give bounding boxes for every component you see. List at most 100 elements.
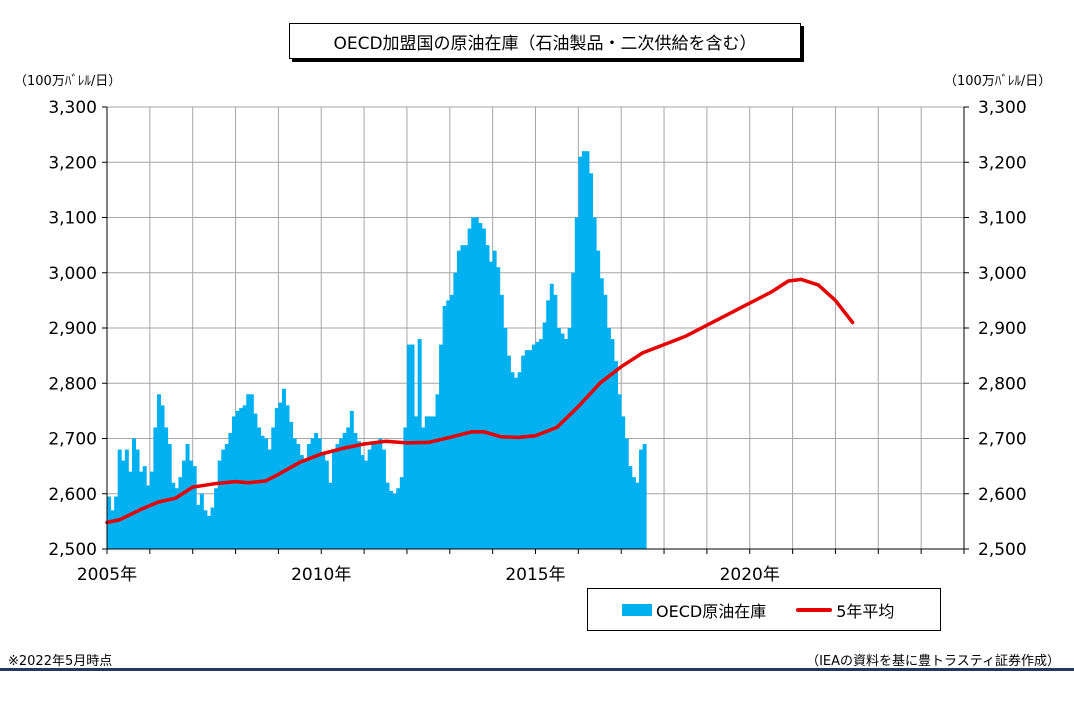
inventory-bar	[385, 482, 390, 549]
inventory-bar	[403, 427, 408, 549]
inventory-bar	[364, 460, 369, 549]
inventory-bar	[524, 350, 529, 549]
inventory-bar	[246, 394, 251, 549]
inventory-bar	[499, 294, 504, 549]
inventory-bar	[596, 250, 601, 549]
inventory-bar	[110, 510, 115, 549]
inventory-bar	[239, 408, 244, 549]
date-note: ※2022年5月時点	[8, 654, 113, 669]
inventory-bar	[460, 245, 465, 549]
inventory-bar	[531, 344, 536, 549]
inventory-bar	[256, 427, 261, 549]
axis-layer: 2,500 2,500 2,600 2,600 2,700 2,700 2,800 2,800…	[48, 98, 1026, 585]
inventory-bar	[296, 444, 301, 549]
inventory-bar	[224, 444, 229, 549]
inventory-bar	[303, 460, 308, 549]
inventory-bar	[178, 477, 183, 549]
inventory-bar	[474, 217, 479, 549]
inventory-bar	[228, 432, 233, 549]
left-y-tick-label: 3,100	[48, 209, 97, 229]
inventory-bar	[181, 460, 186, 549]
inventory-bar	[149, 471, 154, 549]
right-axis-unit: （100万ﾊﾞﾚﾙ/日）	[944, 74, 1052, 89]
inventory-bar	[378, 438, 383, 549]
inventory-bar	[210, 507, 215, 549]
chart-title: OECD加盟国の原油在庫（石油製品・二次供給を含む）	[289, 23, 801, 59]
inventory-bar	[446, 300, 451, 549]
inventory-bar	[306, 444, 311, 549]
left-y-tick-label: 2,900	[48, 319, 97, 339]
inventory-bar	[478, 223, 483, 549]
inventory-bar	[196, 504, 201, 549]
inventory-bar	[146, 485, 151, 549]
x-tick-label: 2010年	[291, 565, 351, 585]
inventory-bar	[428, 416, 433, 549]
right-y-tick-label: 3,100	[978, 209, 1027, 229]
inventory-bar	[485, 245, 490, 549]
inventory-bar	[174, 488, 179, 549]
x-tick-label: 2005年	[77, 565, 137, 585]
x-tick-label: 2020年	[720, 565, 780, 585]
inventory-bar	[267, 449, 272, 549]
inventory-bar	[328, 482, 333, 549]
inventory-bar	[217, 460, 222, 549]
inventory-bar	[574, 217, 579, 549]
inventory-bar	[567, 328, 572, 549]
inventory-bar	[585, 151, 590, 549]
inventory-bar	[164, 427, 169, 549]
inventory-bar	[349, 410, 354, 549]
inventory-bar	[117, 449, 122, 549]
inventory-bar	[160, 405, 165, 549]
inventory-bar	[203, 510, 208, 549]
inventory-bar	[546, 300, 551, 549]
inventory-bar	[367, 449, 372, 549]
inventory-bar	[185, 444, 190, 549]
inventory-bar	[314, 432, 319, 549]
inventory-bar	[492, 250, 497, 549]
inventory-bar	[581, 151, 586, 549]
inventory-bar	[406, 344, 411, 549]
inventory-bar	[542, 322, 547, 549]
right-y-tick-label: 2,800	[978, 374, 1027, 394]
inventory-bar	[603, 294, 608, 549]
inventory-bar	[631, 477, 636, 549]
inventory-bar	[439, 344, 444, 549]
bar-layer	[107, 151, 647, 550]
inventory-bar	[621, 416, 626, 549]
inventory-bar	[206, 515, 211, 549]
inventory-bar	[289, 421, 294, 549]
inventory-bar	[639, 449, 644, 549]
inventory-bar	[124, 449, 129, 549]
inventory-bar	[481, 228, 486, 550]
inventory-bar	[435, 394, 440, 549]
inventory-bar	[614, 361, 619, 549]
bottom-rule	[0, 668, 1074, 671]
right-y-tick-label: 2,900	[978, 319, 1027, 339]
left-y-tick-label: 2,500	[48, 540, 97, 560]
inventory-bar	[339, 438, 344, 549]
inventory-bar	[242, 405, 247, 549]
inventory-bar	[549, 283, 554, 549]
inventory-bar	[153, 427, 158, 549]
inventory-bar	[464, 245, 469, 549]
inventory-bar	[514, 377, 519, 549]
inventory-bar	[467, 228, 472, 550]
inventory-bar	[360, 455, 365, 549]
right-y-tick-label: 2,700	[978, 430, 1027, 450]
inventory-bar	[299, 455, 304, 549]
legend-line-label: 5年平均	[836, 601, 895, 621]
inventory-bar	[221, 449, 226, 549]
inventory-bar	[346, 427, 351, 549]
inventory-bar	[214, 488, 219, 549]
inventory-bar	[317, 438, 322, 549]
inventory-bar	[489, 261, 494, 549]
inventory-bar	[335, 444, 340, 549]
inventory-bar	[135, 449, 140, 549]
inventory-bar	[560, 333, 565, 549]
inventory-bar	[274, 408, 279, 549]
inventory-bar	[331, 449, 336, 549]
inventory-bar	[310, 438, 315, 549]
inventory-bar	[399, 477, 404, 549]
inventory-bar	[539, 339, 544, 549]
